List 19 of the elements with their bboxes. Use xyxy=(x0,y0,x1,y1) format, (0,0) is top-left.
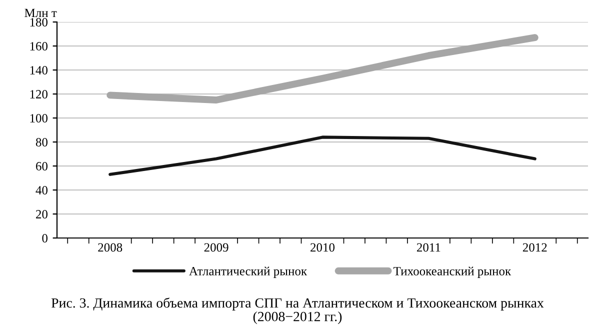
y-tick-label: 120 xyxy=(30,90,48,98)
x-tick-label: 2008 xyxy=(98,243,122,252)
y-tick-label: 80 xyxy=(36,138,48,146)
x-tick-label: 2009 xyxy=(204,243,228,252)
y-tick-label: 0 xyxy=(42,234,48,242)
legend-label: Атлантический рынок xyxy=(189,266,308,278)
y-tick-label: 180 xyxy=(30,18,48,26)
x-tick-label: 2010 xyxy=(310,243,335,252)
y-tick-label: 140 xyxy=(30,66,48,74)
x-tick-label: 2012 xyxy=(522,243,547,252)
legend-label: Тихоокеанский рынок xyxy=(394,266,512,278)
y-axis-title: Млн т xyxy=(24,8,57,18)
y-tick-label: 100 xyxy=(30,114,48,122)
x-tick-label: 2011 xyxy=(416,243,440,252)
y-tick-label: 160 xyxy=(30,42,48,50)
y-tick-label: 20 xyxy=(36,210,48,218)
y-tick-label: 60 xyxy=(36,162,48,170)
y-tick-label: 40 xyxy=(36,186,48,194)
text: Рис. 3. Динамика объема импорта СПГ на Атлантическом и Тихоокеанском рынках (2008−2012 гг.) xyxy=(51,298,544,324)
